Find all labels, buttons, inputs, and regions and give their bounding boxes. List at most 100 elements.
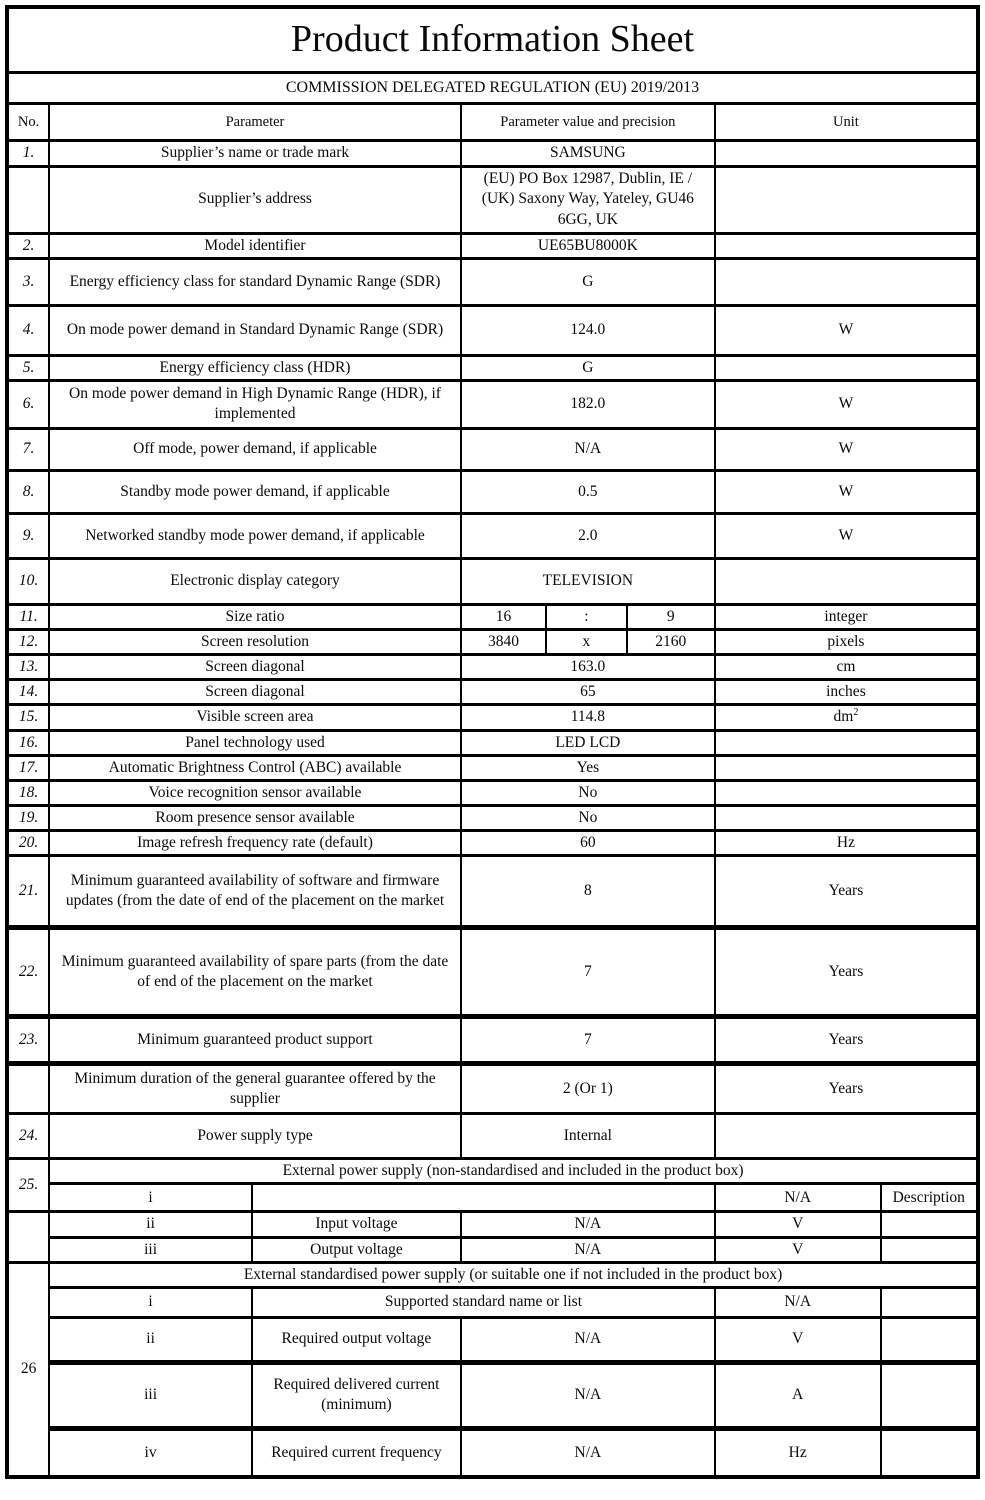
cell-value-5: G: [459, 353, 716, 382]
cell-param-15: Visible screen area: [48, 703, 462, 732]
row-power-hdr: 6. On mode power demand in High Dynamic …: [5, 378, 980, 430]
cell-no-address: [5, 164, 51, 235]
col-header-parameter: Parameter: [48, 102, 462, 143]
cell-25-iii-param: Output voltage: [251, 1235, 462, 1264]
cell-25-ii-value: N/A: [459, 1210, 716, 1239]
cell-no-13: 13.: [5, 653, 51, 682]
cell-unit-4: W: [713, 303, 980, 357]
cell-unit-11: integer: [713, 602, 980, 631]
cell-25-iii-label: iii: [48, 1235, 253, 1264]
regulation-subtitle: COMMISSION DELEGATED REGULATION (EU) 201…: [6, 70, 979, 106]
cell-value-guarantee: 2 (Or 1): [459, 1062, 716, 1116]
cell-value-24: Internal: [459, 1112, 716, 1161]
cell-value-6: 182.0: [459, 378, 716, 430]
cell-unit-20: Hz: [713, 829, 980, 858]
cell-no-7: 7.: [5, 426, 51, 472]
row-refresh-rate: 20. Image refresh frequency rate (defaul…: [5, 829, 980, 858]
cell-26-iv-value: N/A: [459, 1426, 716, 1479]
row-software-updates: 21. Minimum guaranteed availability of s…: [5, 854, 980, 931]
cell-no-3: 3.: [5, 256, 51, 307]
cell-unit-3: [713, 256, 980, 307]
cell-value-12c: 2160: [625, 627, 716, 657]
row-abc-available: 17. Automatic Brightness Control (ABC) a…: [5, 753, 980, 782]
row-screen-resolution: 12. Screen resolution 3840 x 2160 pixels: [5, 627, 980, 657]
cell-param-23: Minimum guaranteed product support: [48, 1015, 462, 1067]
cell-no-24: 24.: [5, 1112, 51, 1161]
cell-25-ii-label: ii: [48, 1210, 253, 1239]
cell-param-9: Networked standby mode power demand, if …: [48, 511, 462, 560]
cell-no-21: 21.: [5, 854, 51, 931]
cell-value-3: G: [459, 256, 716, 307]
row-product-support: 23. Minimum guaranteed product support 7…: [5, 1015, 980, 1067]
row-diagonal-cm: 13. Screen diagonal 163.0 cm: [5, 653, 980, 682]
cell-unit-15: dm2: [713, 703, 980, 732]
cell-unit-1: [713, 139, 980, 168]
cell-param-12: Screen resolution: [48, 627, 462, 657]
cell-param-10: Electronic display category: [48, 556, 462, 606]
cell-value-15: 114.8: [459, 703, 716, 732]
row-display-category: 10. Electronic display category TELEVISI…: [5, 556, 980, 606]
cell-no-20: 20.: [5, 829, 51, 858]
cell-no-22: 22.: [5, 926, 51, 1020]
cell-value-2: UE65BU8000K: [459, 231, 716, 260]
section-header-external-psu: External power supply (non-standardised …: [48, 1157, 979, 1186]
row-26-header: 26 External standardised power supply (o…: [5, 1260, 979, 1479]
cell-value-7: N/A: [459, 426, 716, 472]
row-model-identifier: 2. Model identifier UE65BU8000K: [5, 231, 980, 260]
cell-no-26: 26: [5, 1260, 51, 1479]
cell-param-address: Supplier’s address: [48, 164, 462, 235]
cell-unit-17: [713, 753, 980, 782]
cell-no-2: 2.: [5, 231, 51, 260]
row-off-mode: 7. Off mode, power demand, if applicable…: [5, 426, 980, 472]
regulation-row: COMMISSION DELEGATED REGULATION (EU) 201…: [6, 70, 979, 106]
cell-26-iii-value: N/A: [459, 1360, 716, 1431]
row-room-sensor: 19. Room presence sensor available No: [5, 803, 980, 833]
row-voice-sensor: 18. Voice recognition sensor available N…: [5, 778, 980, 807]
cell-26-iv-unit: Hz: [713, 1426, 882, 1479]
cell-param-17: Automatic Brightness Control (ABC) avail…: [48, 753, 462, 782]
cell-no-18: 18.: [5, 778, 51, 807]
cell-value-address: (EU) PO Box 12987, Dublin, IE / (UK) Sax…: [459, 164, 716, 235]
cell-param-1: Supplier’s name or trade mark: [48, 139, 462, 168]
cell-no-14: 14.: [5, 678, 51, 707]
cell-value-8: 0.5: [459, 468, 716, 515]
cell-value-10: TELEVISION: [459, 556, 716, 606]
cell-param-6: On mode power demand in High Dynamic Ran…: [48, 378, 462, 430]
row-size-ratio: 11. Size ratio 16 : 9 integer: [5, 602, 980, 631]
row-25-i: i N/A Description: [7, 1182, 980, 1214]
cell-unit-22: Years: [713, 926, 980, 1020]
col-header-value: Parameter value and precision: [459, 102, 716, 143]
cell-param-2: Model identifier: [48, 231, 462, 260]
row-visible-area: 15. Visible screen area 114.8 dm2: [5, 703, 980, 732]
cell-25-ii-param: Input voltage: [251, 1210, 462, 1239]
cell-value-22: 7: [459, 926, 716, 1020]
row-power-sdr: 4. On mode power demand in Standard Dyna…: [5, 303, 980, 357]
cell-unit-18: [713, 778, 980, 807]
cell-25-i-description: Description: [879, 1182, 980, 1214]
cell-unit-13: cm: [713, 653, 980, 682]
row-diagonal-inches: 14. Screen diagonal 65 inches: [5, 678, 980, 707]
cell-26-ii-unit: V: [713, 1315, 882, 1365]
cell-value-4: 124.0: [459, 303, 716, 357]
cell-param-20: Image refresh frequency rate (default): [48, 829, 462, 858]
unit-dm: dm: [833, 708, 854, 726]
cell-no-15: 15.: [5, 703, 51, 732]
cell-param-21: Minimum guaranteed availability of softw…: [48, 854, 462, 931]
cell-unit-10: [713, 556, 980, 606]
cell-25-ii-extra: [879, 1210, 980, 1239]
cell-unit-16: [713, 728, 980, 757]
row-26-iv: iv Required current frequency N/A Hz: [7, 1426, 980, 1479]
cell-26-iii-unit: A: [713, 1360, 882, 1431]
cell-value-1: SAMSUNG: [459, 139, 716, 168]
cell-26-iv-extra: [879, 1426, 980, 1479]
cell-no-1: 1.: [5, 139, 51, 168]
row-standby: 8. Standby mode power demand, if applica…: [5, 468, 980, 515]
cell-unit-9: W: [713, 511, 980, 560]
cell-no-16: 16.: [5, 728, 51, 757]
header-row: No. Parameter Parameter value and precis…: [5, 102, 980, 143]
cell-no-8: 8.: [5, 468, 51, 515]
cell-param-guarantee: Minimum duration of the general guarante…: [48, 1062, 462, 1116]
cell-value-11b: :: [545, 602, 628, 631]
cell-25-i-value: N/A: [713, 1182, 882, 1214]
row-26-i: i Supported standard name or list N/A: [7, 1285, 980, 1319]
